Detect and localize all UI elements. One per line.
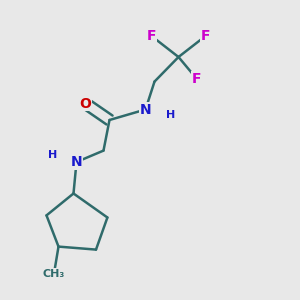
Text: H: H bbox=[48, 149, 57, 160]
Text: CH₃: CH₃ bbox=[43, 268, 65, 279]
Text: F: F bbox=[192, 72, 201, 86]
Text: N: N bbox=[140, 103, 151, 116]
Text: H: H bbox=[167, 110, 176, 120]
Text: F: F bbox=[201, 29, 210, 43]
Text: N: N bbox=[71, 155, 82, 169]
Text: F: F bbox=[147, 29, 156, 43]
Text: O: O bbox=[80, 97, 92, 110]
